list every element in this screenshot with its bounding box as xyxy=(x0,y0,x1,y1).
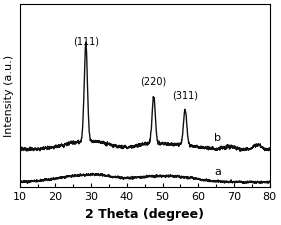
X-axis label: 2 Theta (degree): 2 Theta (degree) xyxy=(85,208,204,221)
Text: a: a xyxy=(214,167,221,177)
Text: (311): (311) xyxy=(172,91,198,101)
Text: (111): (111) xyxy=(73,36,99,47)
Text: b: b xyxy=(214,133,221,143)
Text: (220): (220) xyxy=(140,76,167,86)
Y-axis label: Intensity (a.u.): Intensity (a.u.) xyxy=(4,55,14,137)
